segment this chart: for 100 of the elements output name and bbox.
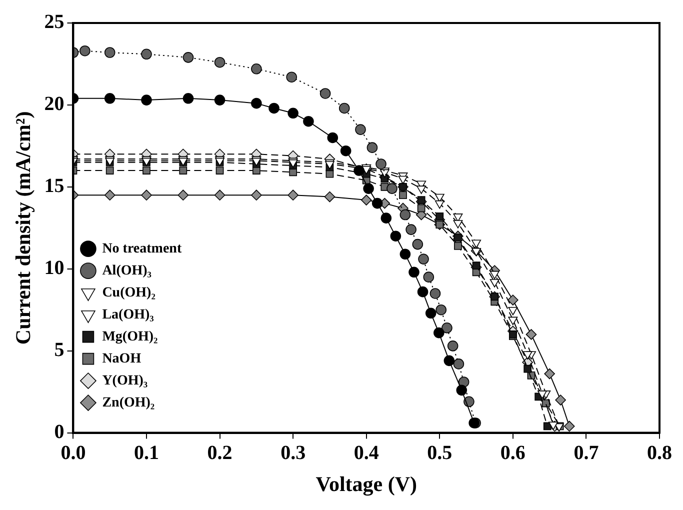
point [360,194,372,206]
point [434,200,444,209]
point [363,183,374,194]
point [355,124,366,135]
point [286,72,297,82]
point [412,238,424,250]
point [472,262,480,270]
point [425,308,436,319]
point [490,270,500,280]
point [548,422,558,430]
x-axis-title: Voltage (V) [316,472,417,496]
point [417,204,426,212]
point [303,116,314,127]
x-tick-label: 0.5 [427,442,452,464]
x-tick-label: 0.0 [60,442,86,464]
point [376,158,386,170]
legend-label: Mg(OH)₂ [102,329,158,344]
legend-label: NaOH [102,351,142,366]
legend-label: No treatment [102,241,182,256]
y-axis-title: Current density (mA/cm²) [11,111,36,345]
x-tick-label: 0.6 [500,442,526,464]
point [386,183,398,194]
point [214,94,226,106]
point [216,166,224,174]
point [268,102,280,114]
point [340,145,352,156]
point [214,190,226,201]
point [320,88,331,99]
y-tick-label: 25 [44,11,64,34]
point [522,351,532,360]
point [417,196,426,204]
x-tick-label: 0.1 [134,442,159,464]
point [324,191,336,202]
point [106,166,114,174]
point [490,279,500,288]
point [555,394,566,406]
x-tick-label: 0.3 [280,442,306,464]
point [380,212,392,224]
point [472,248,482,256]
y-tick-label: 5 [54,339,64,362]
point [288,108,298,119]
legend-label: Cu(OH)₂ [102,285,156,300]
point [454,234,462,242]
legend-label: Al(OH)₃ [102,263,152,278]
point [338,102,350,114]
point [104,190,116,201]
point [526,329,537,340]
point [182,52,194,63]
legend-label: La(OH)₃ [102,307,154,322]
y-tick-label: 15 [44,175,64,198]
point [80,45,90,56]
point [406,224,416,235]
point [142,166,150,174]
legend-label: Zn(OH)₂ [102,395,155,410]
point [408,266,420,278]
point [400,248,411,260]
point [327,132,338,144]
point [251,190,262,201]
x-tick-label: 0.4 [354,442,379,464]
point [508,316,518,326]
point [564,420,575,432]
point [524,364,532,373]
point [544,368,555,380]
point [399,191,407,200]
point [104,47,116,58]
y-tick-label: 0 [54,420,64,443]
point [434,327,444,338]
point [372,198,383,209]
point [453,214,463,222]
point [400,209,411,220]
legend-label: Y(OH)₃ [102,373,148,388]
point [423,272,434,282]
point [366,142,378,153]
point [141,190,152,201]
point [538,390,547,399]
y-tick-label: 10 [44,257,64,280]
point [251,64,262,74]
point [472,240,482,248]
point [508,306,518,316]
x-tick-label: 0.8 [647,442,672,464]
point [104,93,116,104]
point [454,242,462,250]
point [444,355,455,366]
point [354,165,364,176]
point [178,190,189,201]
point [179,166,188,174]
y-tick-label: 20 [44,93,64,116]
point [508,294,518,306]
x-tick-label: 0.2 [207,442,232,464]
point [182,93,194,104]
point [430,288,441,299]
point [214,56,226,68]
point [417,286,428,298]
point [390,230,402,242]
point [141,94,152,106]
point [436,304,447,316]
point [436,212,444,220]
point [416,186,426,194]
point [141,48,152,60]
point [456,384,468,396]
